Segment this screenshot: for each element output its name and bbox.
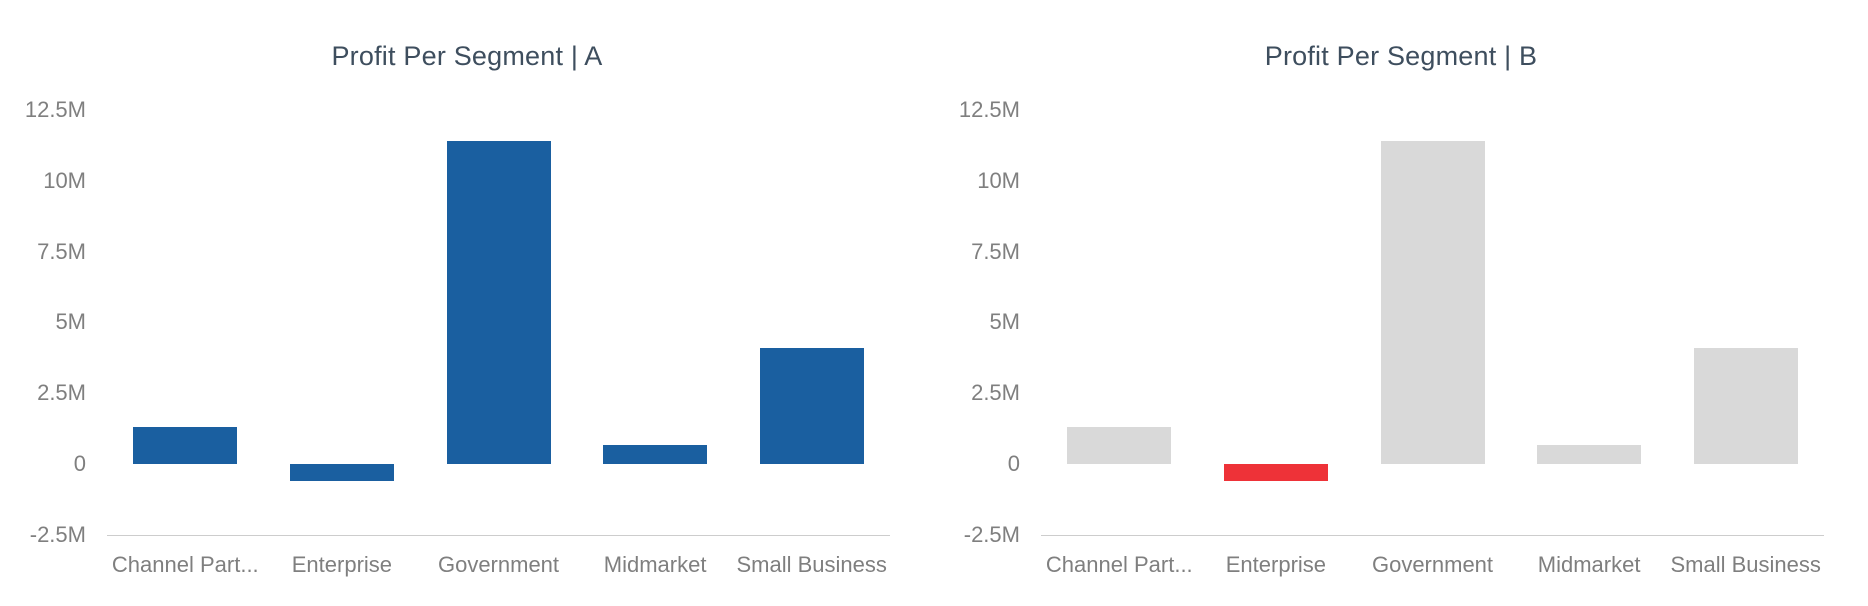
chart-b-title: Profit Per Segment | B	[1264, 41, 1538, 71]
x-tick-label-midmarket: Midmarket	[603, 552, 707, 577]
y-tick-label-7-5m: 7.5M	[971, 238, 1020, 264]
x-axis-line	[107, 535, 890, 536]
y-tick-label-2-5m: -2.5M	[29, 521, 86, 547]
bar-enterprise[interactable]	[289, 464, 394, 481]
y-tick-label-0: 0	[1007, 451, 1020, 476]
x-tick-label-channel-partners: Channel Part...	[1045, 552, 1193, 577]
y-tick-label-12-5m: 12.5M	[24, 97, 86, 122]
x-tick-label-channel-partners: Channel Part...	[111, 552, 259, 577]
y-tick-label-5m: 5M	[55, 309, 86, 335]
y-tick-label-7-5m: 7.5M	[37, 238, 86, 264]
y-tick-label-0: 0	[73, 451, 86, 476]
chart-b: Profit Per Segment | B 12.5M 10M 7.5M 5M 2.5…	[934, 0, 1868, 606]
x-axis-line	[1041, 535, 1824, 536]
x-tick-label-small-business: Small Business	[1670, 552, 1821, 577]
bar-enterprise[interactable]	[1223, 464, 1328, 481]
bar-midmarket[interactable]	[1537, 445, 1642, 464]
chart-a: Profit Per Segment | A 12.5M 10M 7.5M 5M 2.5…	[24, 41, 890, 577]
x-tick-label-enterprise: Enterprise	[291, 552, 393, 577]
x-tick-label-government: Government	[1371, 552, 1494, 577]
bar-channel-partners[interactable]	[133, 427, 238, 464]
bar-government[interactable]	[1380, 141, 1485, 464]
bar-channel-partners[interactable]	[1067, 427, 1172, 464]
bar-small-business[interactable]	[1693, 347, 1798, 464]
y-tick-label-2-5m: 2.5M	[37, 380, 86, 406]
y-tick-label-5m: 5M	[989, 309, 1020, 335]
x-tick-label-enterprise: Enterprise	[1225, 552, 1327, 577]
bar-midmarket[interactable]	[603, 445, 708, 464]
y-tick-label-10m: 10M	[43, 167, 86, 193]
x-tick-label-midmarket: Midmarket	[1537, 552, 1641, 577]
y-tick-label-12-5m: 12.5M	[958, 97, 1020, 122]
bar-government[interactable]	[446, 141, 551, 464]
x-tick-label-small-business: Small Business	[736, 552, 887, 577]
y-tick-label-2-5m: 2.5M	[971, 380, 1020, 406]
chart-a-title: Profit Per Segment | A	[331, 41, 603, 71]
y-tick-label-2-5m: -2.5M	[963, 521, 1020, 547]
y-tick-label-10m: 10M	[977, 167, 1020, 193]
x-tick-label-government: Government	[437, 552, 560, 577]
bar-small-business[interactable]	[759, 347, 864, 464]
